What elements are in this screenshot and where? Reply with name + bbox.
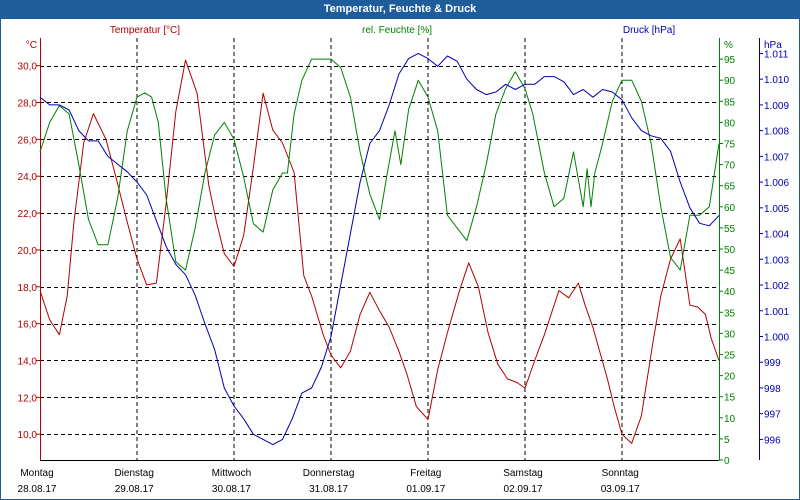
temperature-tick-label: 16,0 xyxy=(18,320,38,331)
pressure-tick-label: 1.002 xyxy=(764,281,789,292)
temperature-tick-label: 26,0 xyxy=(18,135,38,146)
pressure-axis-title: Druck [hPa] xyxy=(623,25,675,36)
humidity-tick-label: 15 xyxy=(724,393,736,404)
humidity-tick-label: 85 xyxy=(724,97,736,108)
temperature-tick-label: 28,0 xyxy=(18,98,38,109)
humidity-tick-label: 50 xyxy=(724,245,736,256)
x-day-label: Mittwoch xyxy=(212,468,251,479)
x-date-label: 31.08.17 xyxy=(309,484,348,495)
temperature-tick-label: 20,0 xyxy=(18,246,38,257)
humidity-tick-label: 0 xyxy=(724,456,730,467)
humidity-tick-label: 90 xyxy=(724,76,736,87)
humidity-tick-label: 75 xyxy=(724,140,736,151)
x-day-label: Sonntag xyxy=(602,468,639,479)
series-line-temperature xyxy=(39,59,720,444)
temperature-unit-label: °C xyxy=(26,40,37,51)
humidity-axis-title: rel. Feuchte [%] xyxy=(362,25,432,36)
x-date-label: 30.08.17 xyxy=(212,484,251,495)
temperature-tick-label: 18,0 xyxy=(18,283,38,294)
humidity-tick-label: 70 xyxy=(724,161,736,172)
pressure-tick-label: 999 xyxy=(764,358,781,369)
series-line-pressure xyxy=(39,52,720,446)
humidity-tick-label: 35 xyxy=(724,308,736,319)
x-day-label: Montag xyxy=(20,468,53,479)
temperature-tick-label: 22,0 xyxy=(18,209,38,220)
x-date-label: 01.09.17 xyxy=(406,484,445,495)
humidity-tick-label: 55 xyxy=(724,224,736,235)
pressure-tick-label: 1.009 xyxy=(764,101,789,112)
series-line-humidity xyxy=(39,58,720,271)
pressure-tick-label: 996 xyxy=(764,435,781,446)
humidity-tick-label: 65 xyxy=(724,182,736,193)
pressure-tick-label: 1.001 xyxy=(764,307,789,318)
x-date-label: 02.09.17 xyxy=(504,484,543,495)
humidity-tick-label: 40 xyxy=(724,287,736,298)
temperature-tick-label: 30,0 xyxy=(18,62,38,73)
temperature-tick-label: 24,0 xyxy=(18,172,38,183)
pressure-tick-label: 1.004 xyxy=(764,230,789,241)
pressure-tick-label: 997 xyxy=(764,410,781,421)
chart-title: Temperatur, Feuchte & Druck xyxy=(0,0,800,18)
humidity-tick-label: 30 xyxy=(724,329,736,340)
pressure-tick-label: 1.005 xyxy=(764,204,789,215)
humidity-tick-label: 20 xyxy=(724,372,736,383)
x-date-label: 29.08.17 xyxy=(115,484,154,495)
humidity-tick-label: 5 xyxy=(724,435,730,446)
x-date-label: 03.09.17 xyxy=(601,484,640,495)
temperature-tick-label: 14,0 xyxy=(18,356,38,367)
humidity-tick-label: 45 xyxy=(724,266,736,277)
pressure-unit-label: hPa xyxy=(764,40,782,51)
pressure-tick-label: 1.006 xyxy=(764,178,789,189)
humidity-tick-label: 80 xyxy=(724,118,736,129)
temperature-axis-title: Temperatur [°C] xyxy=(110,25,180,36)
x-day-label: Samstag xyxy=(503,468,542,479)
humidity-tick-label: 25 xyxy=(724,351,736,362)
humidity-tick-label: 10 xyxy=(724,414,736,425)
pressure-tick-label: 1.011 xyxy=(764,49,789,60)
pressure-tick-label: 998 xyxy=(764,384,781,395)
pressure-tick-label: 1.008 xyxy=(764,127,789,138)
x-day-label: Freitag xyxy=(410,468,441,479)
x-date-label: 28.08.17 xyxy=(18,484,57,495)
pressure-tick-label: 1.010 xyxy=(764,75,789,86)
humidity-tick-label: 60 xyxy=(724,203,736,214)
pressure-tick-label: 1.007 xyxy=(764,152,789,163)
humidity-unit-label: % xyxy=(724,40,733,51)
humidity-tick-label: 95 xyxy=(724,55,736,66)
x-day-label: Dienstag xyxy=(114,468,153,479)
pressure-tick-label: 1.000 xyxy=(764,332,789,343)
x-day-label: Donnerstag xyxy=(303,468,355,479)
temperature-tick-label: 10,0 xyxy=(18,430,38,441)
pressure-tick-label: 1.003 xyxy=(764,255,789,266)
temperature-tick-label: 12,0 xyxy=(18,393,38,404)
